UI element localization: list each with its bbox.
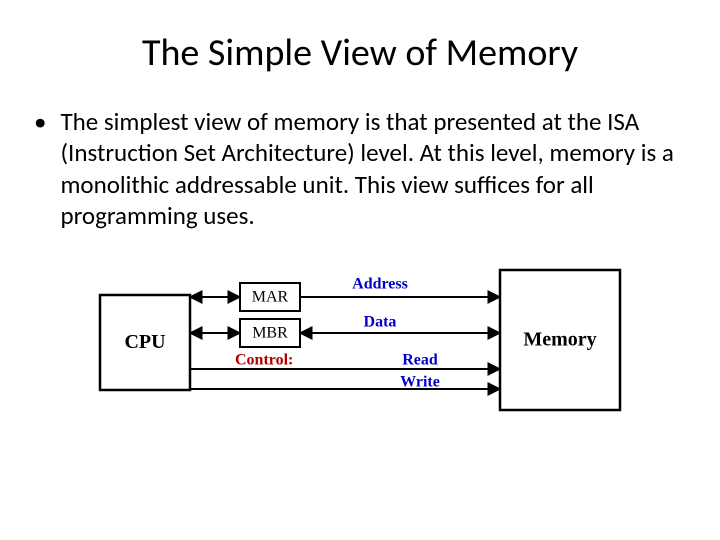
bullet-text: The simplest view of memory is that pres…: [60, 106, 680, 231]
svg-text:Data: Data: [364, 314, 397, 331]
memory-diagram: CPU Memory MAR MBR Address Data Control: Read Wr…: [40, 255, 680, 425]
svg-text:Address: Address: [352, 276, 408, 293]
svg-text:Control:: Control:: [235, 352, 293, 369]
bullet-item: • The simplest view of memory is that pr…: [40, 106, 680, 231]
bullet-dot-icon: •: [34, 106, 46, 137]
diagram-svg: CPU Memory MAR MBR Address Data Control: Read Wr…: [80, 255, 640, 425]
slide: The Simple View of Memory • The simplest…: [0, 0, 720, 540]
svg-text:MAR: MAR: [252, 289, 289, 306]
svg-text:CPU: CPU: [124, 331, 165, 353]
slide-title: The Simple View of Memory: [40, 30, 680, 76]
svg-text:Write: Write: [400, 374, 440, 391]
svg-text:Read: Read: [402, 352, 438, 369]
svg-text:MBR: MBR: [252, 325, 288, 342]
svg-text:Memory: Memory: [523, 329, 596, 351]
